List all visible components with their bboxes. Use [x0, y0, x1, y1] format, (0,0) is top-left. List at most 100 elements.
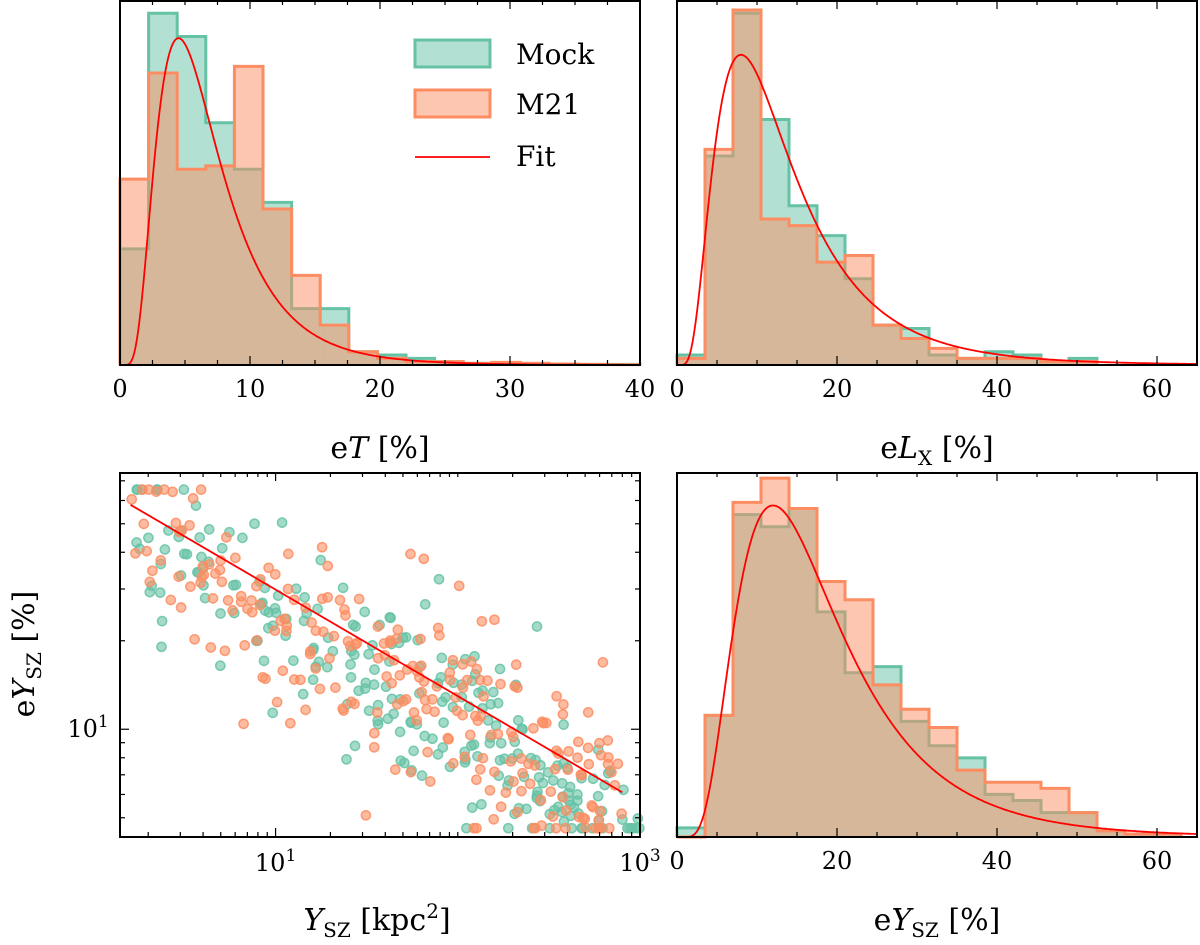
scatter-point [433, 573, 445, 585]
hist-bar [929, 727, 957, 837]
scatter-point [418, 553, 430, 565]
x-tick-label: 40 [982, 375, 1013, 403]
scatter-point [242, 603, 253, 615]
scatter-point [184, 519, 195, 531]
x-tick-label: 20 [365, 375, 396, 403]
series-m21 [118, 64, 642, 367]
scatter-point [476, 615, 488, 627]
hist-bar [845, 599, 873, 837]
scatter-point [594, 805, 606, 817]
hist-bar [177, 169, 206, 365]
scatter-point [612, 758, 624, 770]
scatter-point [394, 669, 406, 681]
scatter-point [297, 688, 309, 700]
legend-m21-label: M21 [516, 88, 580, 121]
scatter-point [476, 799, 487, 810]
scatter-point [436, 652, 448, 664]
scatter-point [616, 808, 627, 820]
scatter-point [304, 646, 316, 657]
scatter-point [447, 758, 459, 769]
hist-bar [148, 73, 178, 365]
scatter-point [516, 753, 527, 764]
hist-bar [985, 782, 1013, 837]
svg-text:eT [%]: eT [%] [330, 431, 429, 466]
hist-bar [901, 338, 929, 365]
scatter-point [385, 612, 396, 624]
legend-mock-swatch [413, 38, 492, 69]
scatter-point [560, 822, 571, 834]
scatter-point [422, 746, 433, 758]
scatter-point [529, 760, 541, 771]
scatter-point [189, 633, 200, 645]
x-tick-label: 20 [822, 847, 853, 875]
scatter-point [269, 625, 281, 637]
scatter-point [429, 706, 440, 718]
scatter-point [337, 703, 349, 714]
scatter-point [471, 663, 483, 675]
hist-bar [234, 66, 263, 365]
legend-fit-label: Fit [516, 140, 556, 173]
scatter-point [471, 774, 482, 786]
scatter-point [576, 769, 588, 781]
scatter-point [507, 731, 519, 743]
scatter-point [419, 730, 431, 742]
scatter-point [535, 794, 547, 806]
scatter-point [408, 745, 419, 757]
scatter-point [495, 737, 507, 749]
scatter-point [314, 683, 326, 695]
scatter-point [215, 608, 226, 619]
hist-bar [263, 209, 292, 365]
scatter-point [443, 733, 454, 745]
scatter-point [495, 801, 507, 813]
scatter-point [545, 786, 557, 797]
hist-bar [677, 358, 705, 365]
scatter-point [267, 707, 279, 719]
scatter-point [405, 548, 416, 560]
scatter-point [159, 544, 171, 555]
scatter-point [582, 707, 594, 718]
scatter-point [306, 617, 317, 628]
scatter-point [288, 655, 299, 666]
scatter-point [196, 551, 207, 563]
scatter-point [447, 654, 459, 666]
scatter-point [299, 592, 310, 603]
scatter-point [260, 673, 271, 685]
scatter-point [485, 729, 497, 741]
hist-bar [985, 358, 1013, 365]
scatter-point [549, 763, 561, 775]
scatter-point [295, 674, 306, 686]
y-tick-label: 101 [67, 712, 108, 743]
scatter-point [551, 690, 562, 702]
scatter-point [344, 640, 356, 652]
legend-mock-label: Mock [516, 38, 595, 71]
scatter-point [271, 696, 283, 708]
x-tick-label: 60 [1142, 847, 1173, 875]
scatter-point [360, 809, 372, 821]
scatter-point [557, 708, 569, 720]
x-ticks: 0 20 40 60 [669, 472, 1198, 875]
scatter-point [284, 717, 296, 729]
scatter-point [345, 671, 357, 683]
scatter-point [203, 558, 215, 570]
scatter-point [307, 674, 319, 686]
scatter-point [572, 736, 584, 748]
scatter-point [487, 686, 499, 698]
fit-line [130, 504, 623, 794]
xlabel-eT: eT [%] [330, 431, 429, 466]
scatter-point [345, 659, 356, 670]
scatter-point [389, 764, 401, 775]
scatter-point [328, 630, 340, 642]
hist-outline [677, 476, 1183, 839]
hist-outline [675, 8, 1099, 365]
scatter-point [424, 776, 436, 787]
scatter-point [457, 709, 468, 721]
panel-eYSZ-histogram: 0 20 40 60 [669, 472, 1198, 875]
scatter-point [416, 770, 428, 781]
svg-text:eYSZ [%]: eYSZ [%] [874, 903, 1001, 942]
scatter-point [488, 813, 500, 825]
scatter-point [154, 587, 166, 598]
hist-bar [1041, 788, 1069, 837]
scatter-point [222, 594, 234, 606]
scatter-point [258, 655, 270, 667]
axes-frame [119, 472, 641, 838]
